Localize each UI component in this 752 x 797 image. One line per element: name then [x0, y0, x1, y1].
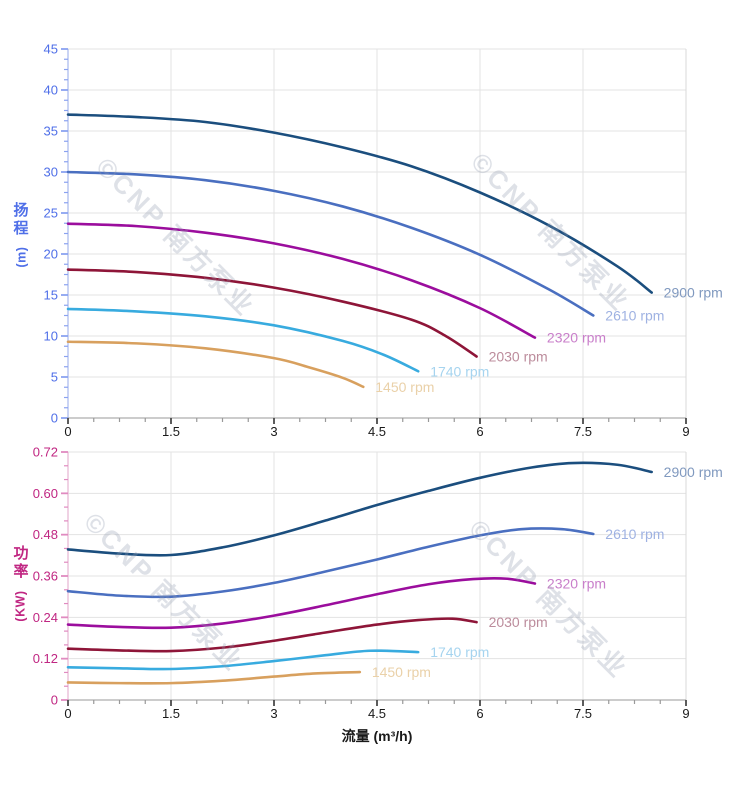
x-tick-label: 6 [476, 706, 483, 721]
y-tick-label: 45 [44, 42, 58, 57]
series-label-2610: 2610 rpm [605, 526, 664, 542]
series-curve-2610 [66, 170, 595, 317]
x-tick-label: 4.5 [368, 706, 386, 721]
series-curve-2320 [66, 222, 537, 339]
series-label-1740: 1740 rpm [430, 363, 489, 379]
x-tick-label: 7.5 [574, 706, 592, 721]
y-tick-label: 10 [44, 329, 58, 344]
series-curve-2320 [66, 576, 537, 630]
series-curve-2900 [66, 113, 653, 294]
y-tick-label: 0.48 [33, 527, 58, 542]
y-tick-label: 0.24 [33, 610, 58, 625]
series-label-2610: 2610 rpm [605, 308, 664, 324]
series-label-2320: 2320 rpm [547, 576, 606, 592]
x-axis-title: 流量 (m³/h) [341, 728, 413, 744]
x-tick-label: 1.5 [162, 424, 180, 439]
x-tick-label: 0 [64, 424, 71, 439]
y-tick-label: 0.12 [33, 651, 58, 666]
y-tick-label: 35 [44, 124, 58, 139]
series-label-2900: 2900 rpm [664, 464, 723, 480]
series-curve-2030 [66, 617, 478, 653]
series-curve-2030 [66, 268, 478, 358]
y-tick-label: 0 [51, 411, 58, 426]
x-tick-label: 3 [270, 424, 277, 439]
y-title-unit: (KW) [14, 590, 28, 622]
series-curve-1450 [66, 340, 365, 389]
series-label-2030: 2030 rpm [489, 349, 548, 365]
series-label-1450: 1450 rpm [375, 379, 434, 395]
series-label-2030: 2030 rpm [489, 614, 548, 630]
y-tick-label: 0.72 [33, 445, 58, 460]
series-curve-2900 [66, 461, 653, 557]
x-tick-label: 3 [270, 706, 277, 721]
x-tick-label: 4.5 [368, 424, 386, 439]
y-tick-label: 15 [44, 288, 58, 303]
x-tick-label: 9 [682, 424, 689, 439]
y-tick-label: 40 [44, 83, 58, 98]
x-tick-label: 1.5 [162, 706, 180, 721]
y-title-char: 程 [13, 220, 29, 237]
y-tick-label: 5 [51, 370, 58, 385]
series-curve-1740 [66, 649, 420, 671]
series-curve-1740 [66, 307, 420, 373]
y-tick-label: 0.36 [33, 569, 58, 584]
x-tick-label: 9 [682, 706, 689, 721]
y-tick-label: 0.60 [33, 486, 58, 501]
y-title-unit: (m) [13, 246, 28, 268]
power-y-axis-title: 功 率 (KW) [5, 545, 37, 627]
y-tick-label: 30 [44, 165, 58, 180]
x-tick-label: 6 [476, 424, 483, 439]
x-tick-label: 7.5 [574, 424, 592, 439]
x-tick-label: 0 [64, 706, 71, 721]
series-label-1450: 1450 rpm [372, 664, 431, 680]
y-title-char: 率 [13, 563, 29, 580]
y-tick-label: 0 [51, 693, 58, 708]
y-title-char: 功 [13, 545, 29, 562]
y-title-char: 扬 [13, 202, 29, 219]
series-curve-1450 [66, 670, 362, 685]
series-label-2320: 2320 rpm [547, 330, 606, 346]
series-curve-2610 [66, 527, 595, 599]
y-tick-label: 20 [44, 247, 58, 262]
y-tick-label: 25 [44, 206, 58, 221]
series-label-2900: 2900 rpm [664, 285, 723, 301]
head-y-axis-title: 扬 程 (m) [5, 202, 37, 272]
series-label-1740: 1740 rpm [430, 644, 489, 660]
